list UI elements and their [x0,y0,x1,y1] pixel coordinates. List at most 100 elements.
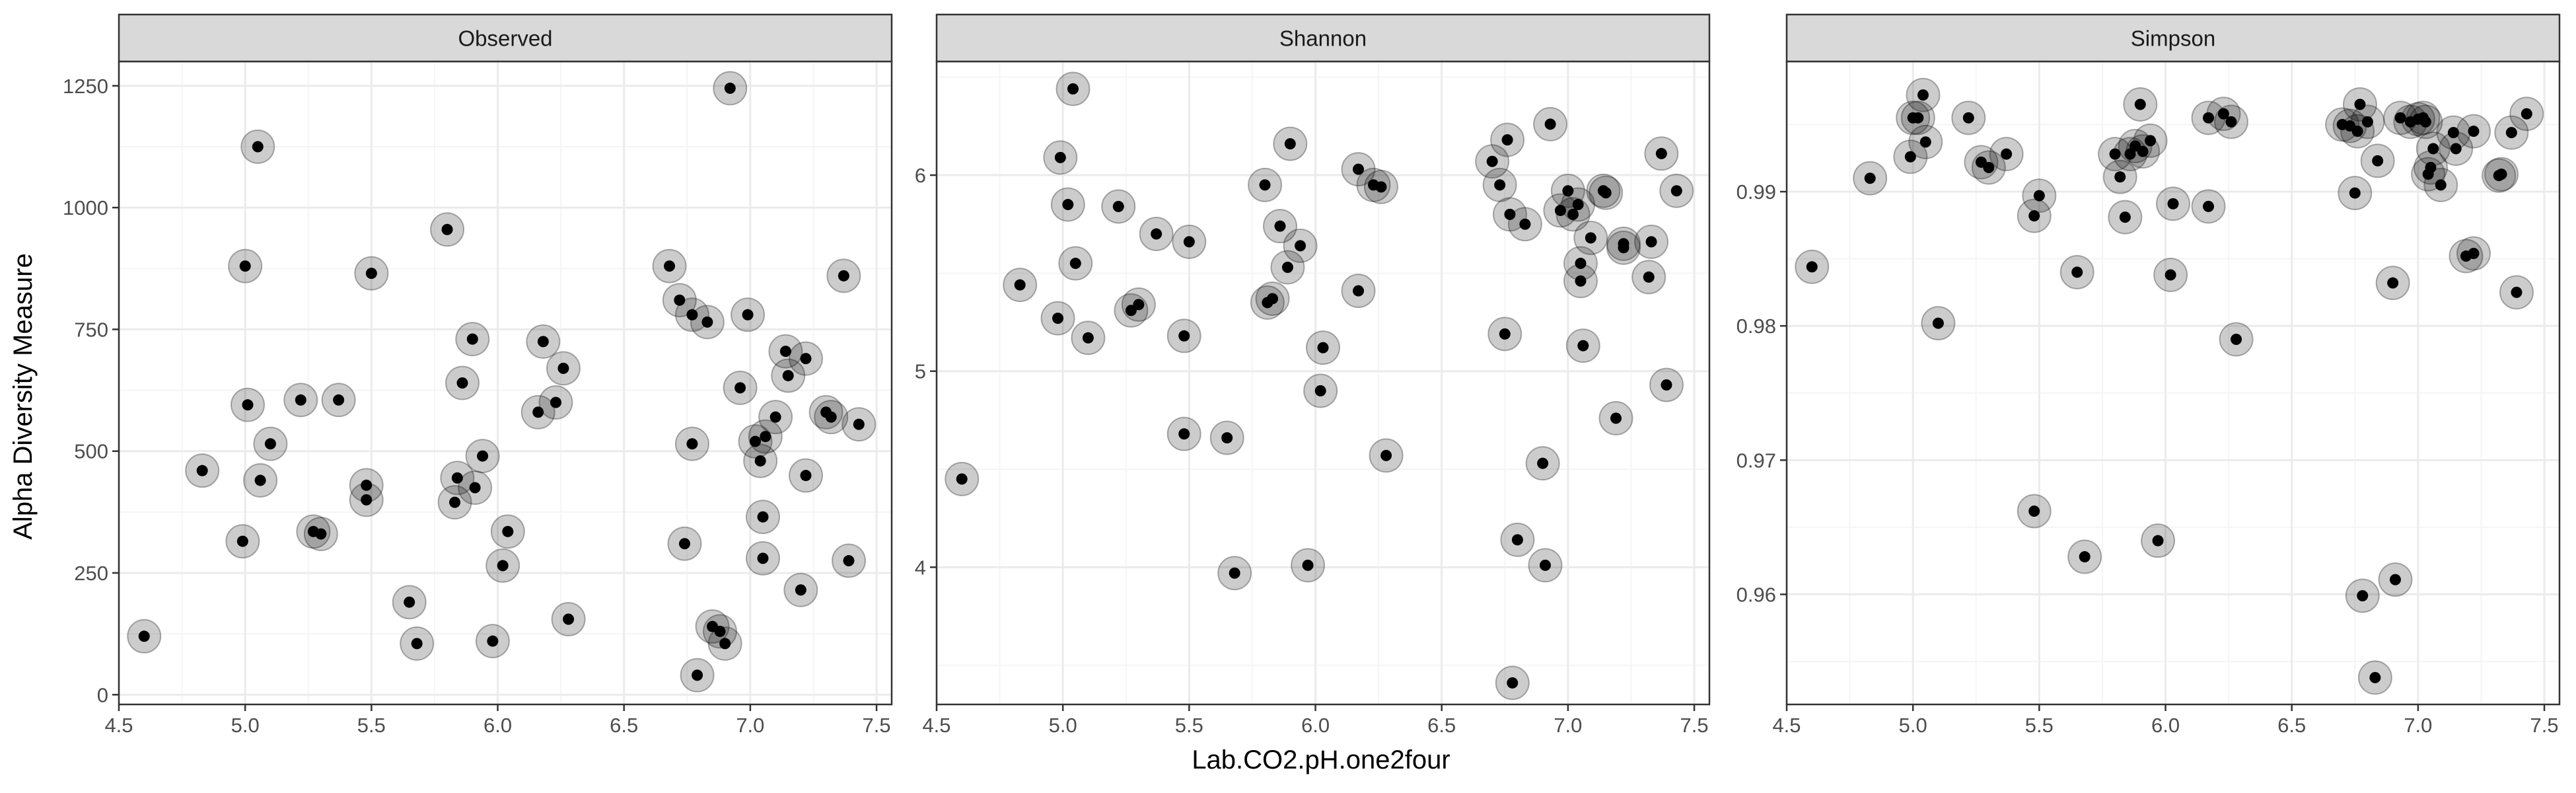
facet-strip [935,13,1711,63]
x-tick-label: 7.5 [1680,714,1709,737]
data-point [2357,589,2369,601]
data-point [449,496,461,508]
data-point [724,83,736,94]
data-point [1519,218,1531,230]
data-point [1380,449,1392,461]
data-point [1295,240,1306,252]
data-point [1317,342,1329,354]
data-point [678,538,690,550]
data-point [441,223,453,235]
data-point [1645,236,1657,248]
data-point [686,309,698,321]
data-point [2468,247,2480,259]
data-point [1259,179,1271,191]
data-point [2203,112,2215,124]
data-point [1504,208,1516,220]
data-point [1610,412,1622,424]
data-point [1494,179,1506,191]
data-point [1112,201,1124,213]
data-point [1575,258,1587,270]
data-point [1567,208,1579,220]
data-point [466,333,478,345]
data-point [1133,299,1145,311]
data-point [315,528,327,540]
data-point [411,638,423,650]
data-point [1932,317,1944,329]
data-point [853,418,865,430]
data-point [2134,98,2146,110]
data-point [1577,340,1589,352]
data-point [2468,126,2480,137]
data-point [1067,83,1079,95]
data-point [451,472,463,484]
data-point [2109,148,2121,160]
data-point [2450,143,2462,155]
x-axis-title: Lab.CO2.pH.one2four [1192,745,1450,774]
x-tick-label: 5.5 [2025,714,2054,737]
data-point [2225,116,2237,128]
data-point [1229,567,1240,579]
data-point [701,316,713,328]
data-point [2028,505,2040,517]
x-tick-label: 4.5 [104,714,133,737]
data-point [456,377,468,389]
y-tick-label: 4 [915,556,926,579]
data-point [1670,185,1682,197]
x-tick-label: 6.5 [2277,714,2306,737]
data-point [1125,305,1137,317]
y-axis-title: Alpha Diversity Measure [9,253,38,540]
data-point [1919,136,1931,148]
data-point [365,268,377,280]
data-point [2137,145,2149,157]
y-tick-label: 1000 [63,196,108,219]
data-point [1575,275,1587,287]
data-point [2033,190,2045,202]
data-point [734,382,746,394]
data-point [2001,148,2013,160]
y-tick-label: 0 [97,683,108,706]
x-tick-label: 5.0 [231,714,260,737]
data-point [1375,181,1387,193]
data-point [2167,198,2179,209]
facet-strip [118,13,893,63]
data-point [760,431,771,443]
data-point [1267,293,1279,305]
x-tick-label: 7.5 [863,714,891,737]
data-point [537,336,549,348]
data-point [2372,155,2384,167]
x-tick-label: 5.5 [1175,714,1203,737]
data-point [1499,328,1511,340]
data-point [2152,535,2164,547]
facet-strip-label: Observed [458,26,552,51]
data-point [1655,147,1667,159]
data-point [843,555,855,567]
data-point [2369,671,2381,683]
y-tick-label: 5 [915,360,926,383]
panel-background [937,61,1709,704]
data-point [254,474,266,486]
facet-panel-shannon: Shannon 4.5 5.0 5.5 6.0 6.5 7.0 7.5 4 5 6 [915,13,1711,737]
data-point [236,535,248,547]
data-point [1151,228,1163,240]
data-point [1661,379,1672,391]
data-point [2511,286,2522,298]
data-point [2427,143,2439,155]
y-tick-label: 0.98 [1736,315,1776,338]
data-point [1183,236,1195,248]
data-point [1983,161,1995,173]
data-point [1486,155,1498,167]
data-point [1281,261,1293,273]
data-point [757,552,769,564]
data-point [795,584,806,596]
data-point [1643,271,1655,283]
data-point [1302,559,1314,571]
data-point [1178,330,1190,342]
data-point [1054,151,1066,163]
data-point [719,638,731,650]
data-point [469,482,481,494]
x-tick-label: 6.0 [1301,714,1330,737]
data-point [502,525,514,537]
data-point [692,669,703,681]
x-tick-label: 6.0 [483,714,512,737]
data-point [2145,135,2157,147]
